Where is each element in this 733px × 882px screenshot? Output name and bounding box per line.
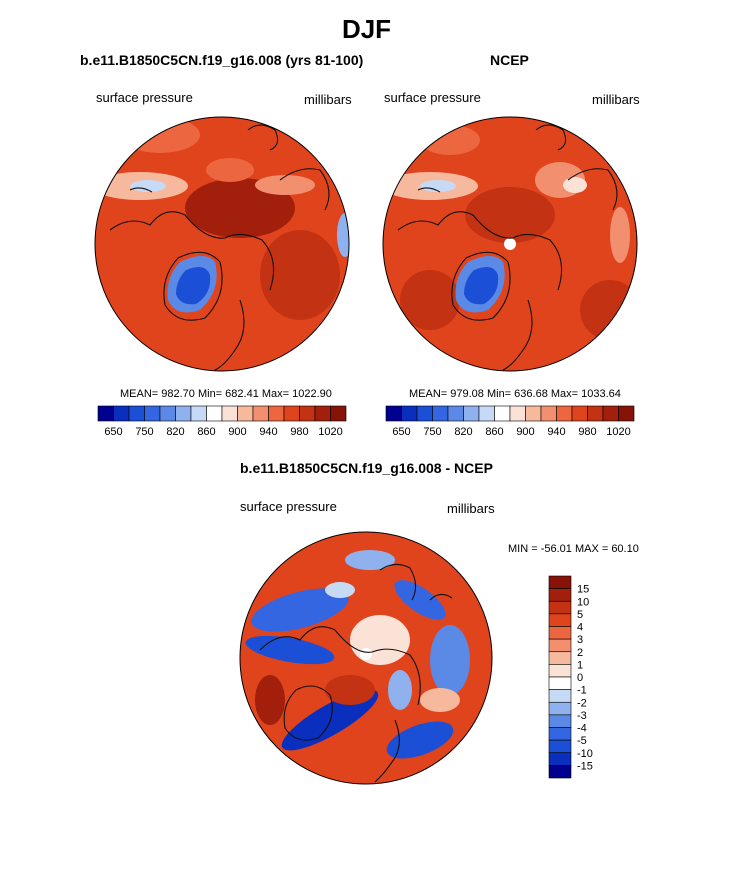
colorbar-1-tick-label: 860 [197, 426, 215, 438]
panel-3-units-label: millibars [447, 501, 495, 516]
map-2 [382, 116, 638, 372]
colorbar-3-swatch [548, 739, 572, 754]
colorbar-3-tick-label: 1 [577, 659, 583, 671]
colorbar-3-tick-label: 10 [577, 596, 589, 608]
panel-2-units-label: millibars [592, 92, 640, 107]
colorbar-2-swatch [463, 405, 480, 422]
colorbar-2: 650 750 820 860 900 940 980 1020 [385, 405, 635, 438]
colorbar-2-tick-label: 860 [485, 426, 503, 438]
colorbar-2-tick-label: 900 [516, 426, 534, 438]
colorbar-2-swatch [385, 405, 402, 422]
colorbar-2-swatch [478, 405, 495, 422]
colorbar-3-swatch [548, 765, 572, 779]
colorbar-3-swatch [548, 752, 572, 766]
colorbar-2-swatch [401, 405, 418, 422]
colorbar-1-tick-label: 1020 [318, 426, 342, 438]
colorbar-2-swatch [587, 405, 604, 422]
colorbar-1-swatch [221, 405, 238, 422]
colorbar-3-swatch [548, 664, 572, 678]
colorbar-2-swatch [556, 405, 573, 422]
colorbar-3-tick-label: -15 [577, 760, 593, 772]
colorbar-1-swatch [206, 405, 223, 422]
colorbar-3-tick-label: 5 [577, 609, 583, 621]
colorbar-1-tick-label: 650 [104, 426, 122, 438]
panel-3-stats: MIN = -56.01 MAX = 60.10 [508, 543, 639, 555]
colorbar-3-swatch [548, 714, 572, 728]
colorbar-1-swatch [159, 405, 176, 422]
colorbar-2-tick-label: 820 [454, 426, 472, 438]
panel-1-units-label: millibars [304, 92, 352, 107]
colorbar-3-tick-label: -4 [577, 723, 587, 735]
figure-title: DJF [341, 14, 392, 44]
colorbar-1-swatch [252, 405, 269, 422]
colorbar-2-tick-label: 980 [578, 426, 596, 438]
colorbar-3-tick-label: -3 [577, 710, 587, 722]
colorbar-2-swatch [525, 405, 542, 422]
colorbar-3-swatch [548, 727, 572, 741]
colorbar-3-swatch [548, 651, 572, 665]
colorbar-3-swatch [548, 575, 572, 589]
colorbar-1-swatch [128, 405, 145, 422]
map-1 [94, 116, 350, 372]
panel-1-stats: MEAN= 982.70 Min= 682.41 Max= 1022.90 [120, 388, 332, 400]
colorbar-1-swatch [299, 405, 316, 422]
colorbar-2-tick-label: 1020 [606, 426, 630, 438]
colorbar-1-swatch [175, 405, 192, 422]
colorbar-3-swatch [548, 626, 572, 640]
panel-3-title: b.e11.B1850C5CN.f19_g16.008 - NCEP [240, 460, 493, 476]
colorbar-1: 650 750 820 860 900 940 980 1020 [97, 405, 347, 438]
colorbar-3-tick-label: 2 [577, 647, 583, 659]
colorbar-3-swatch [548, 638, 572, 653]
panel-3-variable-label: surface pressure [240, 499, 337, 514]
colorbar-2-swatch [571, 405, 588, 422]
colorbar-3-swatch [548, 588, 572, 602]
panel-2-title: NCEP [490, 52, 529, 68]
panel-2-stats: MEAN= 979.08 Min= 636.68 Max= 1033.64 [409, 388, 621, 400]
colorbar-1-tick-label: 750 [135, 426, 153, 438]
colorbar-3-tick-label: 4 [577, 622, 583, 634]
panel-1-variable-label: surface pressure [96, 90, 193, 105]
colorbar-3-tick-label: 15 [577, 584, 589, 596]
colorbar-2-swatch [509, 405, 526, 422]
colorbar-2-swatch [618, 405, 635, 422]
colorbar-3-tick-label: -1 [577, 685, 587, 697]
colorbar-3-swatch [548, 613, 572, 627]
colorbar-3-swatch [548, 600, 572, 615]
colorbar-2-tick-label: 750 [423, 426, 441, 438]
colorbar-1-tick-label: 980 [290, 426, 308, 438]
panel-2-variable-label: surface pressure [384, 90, 481, 105]
colorbar-2-swatch [432, 405, 449, 422]
colorbar-3-swatch [548, 676, 572, 690]
colorbar-2-swatch [416, 405, 433, 422]
map-3 [239, 531, 493, 785]
colorbar-1-tick-label: 940 [259, 426, 277, 438]
colorbar-2-swatch [447, 405, 464, 422]
colorbar-1-tick-label: 820 [166, 426, 184, 438]
colorbar-1-swatch [113, 405, 130, 422]
colorbar-1-swatch [144, 405, 161, 422]
colorbar-1-swatch [314, 405, 331, 422]
colorbar-2-swatch [494, 405, 511, 422]
colorbar-1-swatch [190, 405, 207, 422]
colorbar-1-swatch [97, 405, 114, 422]
colorbar-1-swatch [330, 405, 347, 422]
colorbar-3-tick-label: -5 [577, 735, 587, 747]
colorbar-2-tick-label: 940 [547, 426, 565, 438]
colorbar-1-swatch [283, 405, 300, 422]
colorbar-1-swatch [268, 405, 285, 422]
colorbar-2-swatch [540, 405, 557, 422]
colorbar-2-tick-label: 650 [392, 426, 410, 438]
colorbar-3-swatch [548, 701, 572, 716]
colorbar-3-swatch [548, 689, 572, 703]
colorbar-1-swatch [237, 405, 254, 422]
panel-1-title: b.e11.B1850C5CN.f19_g16.008 (yrs 81-100) [80, 52, 364, 68]
colorbar-3-tick-label: 3 [577, 634, 583, 646]
colorbar-3-tick-label: -2 [577, 697, 587, 709]
colorbar-3-tick-label: -10 [577, 748, 593, 760]
colorbar-2-swatch [602, 405, 619, 422]
colorbar-3-tick-label: 0 [577, 672, 583, 684]
colorbar-1-tick-label: 900 [228, 426, 246, 438]
